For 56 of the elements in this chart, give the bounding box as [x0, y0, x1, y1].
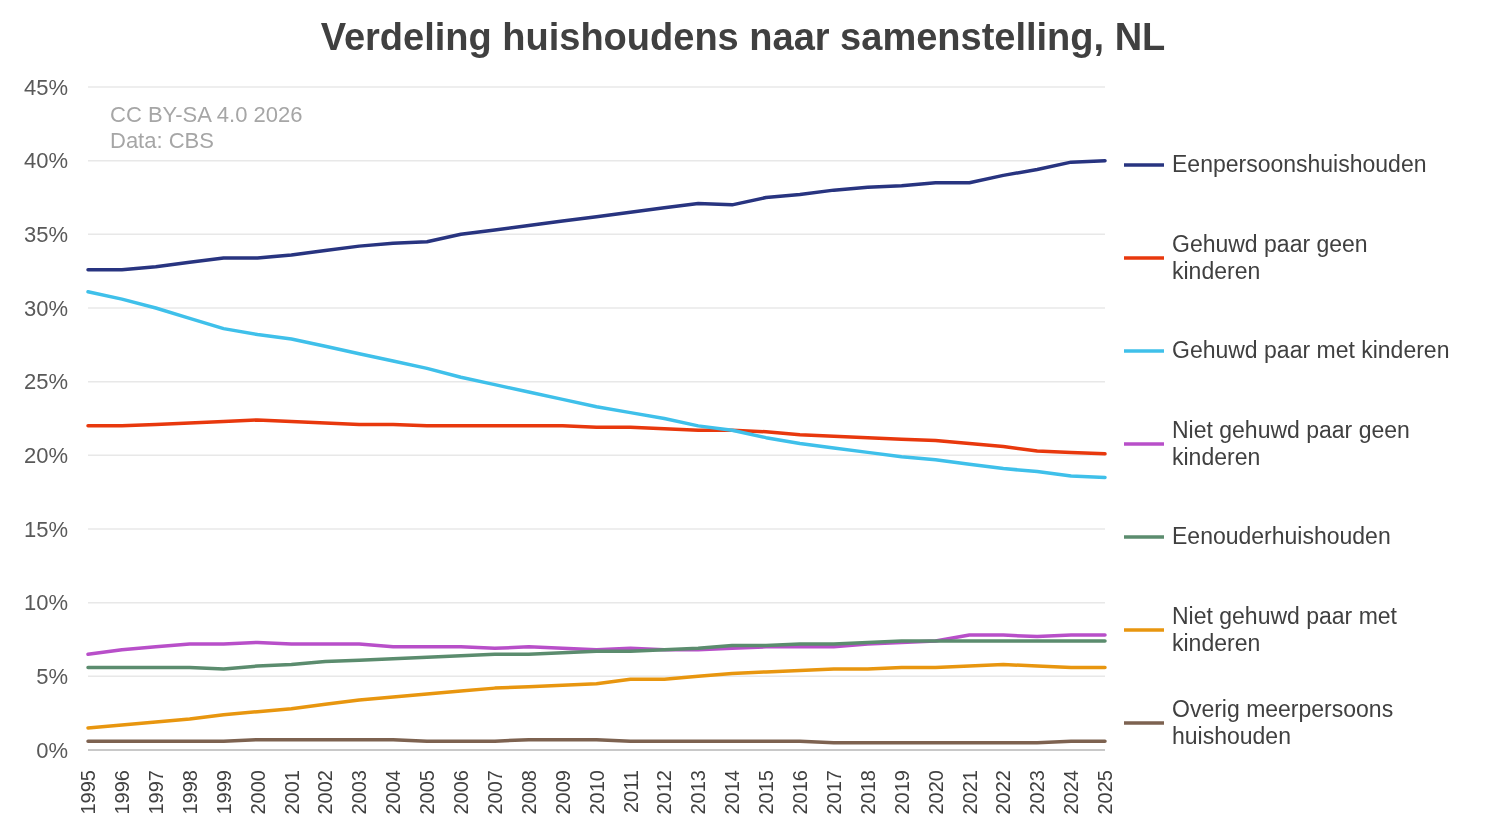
x-tick-label: 2011 — [619, 770, 642, 814]
x-tick-label: 2006 — [450, 770, 472, 815]
legend-label: Niet gehuwd paar geen kinderen — [1172, 416, 1411, 471]
line-series — [86, 418, 1107, 456]
x-tick-label: 2003 — [348, 770, 371, 815]
x-tick-label: 2009 — [551, 770, 574, 815]
y-tick-label: 5% — [36, 664, 68, 690]
legend-label: Eenouderhuishouden — [1172, 523, 1391, 550]
y-tick-label: 15% — [23, 516, 68, 542]
x-tick-label: 2016 — [789, 770, 811, 815]
x-tick-label: 2001 — [280, 770, 303, 815]
x-tick-label: 2017 — [822, 770, 845, 815]
annotation: CC BY-SA 4.0 2026 — [110, 102, 303, 128]
y-tick-label: 45% — [23, 74, 68, 100]
x-tick-label: 2004 — [382, 770, 405, 815]
line-series — [86, 158, 1107, 272]
x-tick-label: 2014 — [721, 770, 744, 815]
x-tick-label: 2022 — [992, 770, 1015, 815]
chart-title: Verdeling huishoudens naar samenstelling, NL — [319, 16, 1167, 59]
legend-label: Gehuwd paar met kinderen — [1172, 337, 1450, 364]
legend-label: Eenpersoonshuishouden — [1172, 151, 1427, 178]
x-tick-label: 2023 — [1026, 770, 1049, 815]
x-tick-label: 2008 — [517, 770, 540, 815]
x-tick-label: 2019 — [890, 770, 913, 815]
x-tick-label: 2021 — [958, 770, 981, 815]
x-tick-label: 2025 — [1094, 770, 1117, 815]
annotation: Data: CBS — [110, 128, 214, 154]
line-series — [86, 290, 1107, 480]
x-tick-label: 2010 — [585, 770, 608, 815]
x-tick-label: 2013 — [687, 770, 710, 815]
line-series — [86, 662, 1107, 730]
x-tick-label: 1995 — [77, 770, 100, 815]
x-tick-label: 1998 — [178, 770, 201, 815]
x-tick-label: 1999 — [212, 770, 235, 815]
y-tick-label: 40% — [23, 148, 68, 174]
y-tick-label: 25% — [23, 369, 68, 395]
x-tick-label: 2007 — [483, 770, 506, 815]
y-tick-label: 20% — [23, 443, 68, 469]
x-tick-label: 2015 — [755, 770, 778, 815]
x-tick-label: 2024 — [1060, 770, 1083, 815]
x-tick-label: 2005 — [416, 770, 439, 815]
x-tick-label: 2000 — [246, 770, 269, 815]
x-tick-label: 1997 — [144, 770, 167, 815]
x-tick-label: 2012 — [653, 770, 676, 815]
legend-label: Overig meerpersoons huishouden — [1172, 695, 1395, 750]
line-series — [86, 639, 1107, 671]
x-tick-label: 2002 — [314, 770, 337, 815]
y-tick-label: 30% — [23, 295, 68, 321]
y-tick-label: 10% — [23, 590, 68, 616]
x-tick-label: 1996 — [111, 770, 133, 815]
y-tick-label: 0% — [36, 737, 68, 763]
y-tick-label: 35% — [23, 222, 68, 248]
x-tick-label: 2020 — [924, 770, 947, 815]
legend-label: Gehuwd paar geen kinderen — [1172, 230, 1369, 285]
legend-label: Niet gehuwd paar met kinderen — [1172, 602, 1398, 657]
x-tick-label: 2018 — [856, 770, 879, 815]
